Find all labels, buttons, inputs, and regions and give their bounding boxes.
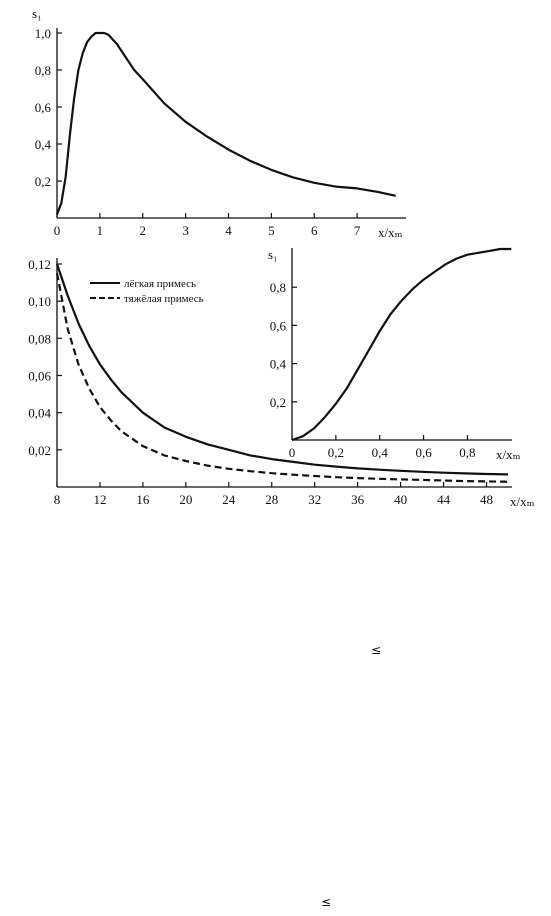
leq-symbol-2: ≤ [321,895,332,909]
bottom-chart-x-tick-label: 12 [93,492,106,507]
top-chart-y-tick-label: 1,0 [35,26,51,41]
bottom-chart-x-tick-label: 8 [54,492,61,507]
legend-label-1: лёгкая примесь [124,278,196,290]
bottom-chart-x-tick-label: 36 [351,492,365,507]
top-chart-y-tick-label: 0,2 [35,174,51,189]
inset-chart-x-axis-label: x/xₘ [496,447,521,462]
bottom-chart-y-tick-label: 0,10 [28,294,51,309]
inset-chart-y-tick-label: 0,6 [270,318,287,333]
bottom-chart-x-tick-label: 44 [437,492,451,507]
top-chart-y-tick-label: 0,8 [35,63,51,78]
top-chart-x-tick-label: 0 [54,223,61,238]
top-chart-x-axis-label: x/xₘ [378,225,403,240]
top-chart-x-tick-label: 2 [140,223,147,238]
bottom-chart-x-tick-label: 16 [136,492,150,507]
bottom-chart-x-tick-label: 48 [480,492,493,507]
leq-symbol-1: ≤ [371,643,382,657]
bottom-chart-x-axis-label: x/xₘ [510,494,535,509]
inset-chart-x-tick-label: 0,2 [328,445,344,460]
bottom-chart-y-tick-label: 0,08 [28,331,51,346]
bottom-chart-series-2-line [55,273,509,483]
top-chart-series-1-line [55,31,396,215]
bottom-chart-x-tick-label: 32 [308,492,321,507]
inset-chart-y-tick-label: 0,8 [270,280,286,295]
top-chart-x-tick-label: 3 [182,223,189,238]
bottom-chart-x-tick-label: 28 [265,492,278,507]
top-chart-x-tick-label: 5 [268,223,275,238]
inset-chart-x-tick-label: 0 [289,445,296,460]
bottom-chart-x-tick-label: 40 [394,492,407,507]
bottom-chart-x-tick-label: 20 [179,492,192,507]
bottom-chart-x-tick-label: 24 [222,492,236,507]
top-chart-x-tick-label: 4 [225,223,232,238]
bottom-chart-y-tick-label: 0,06 [28,369,51,384]
bottom-chart-series-1-line [55,263,509,476]
inset-chart-x-tick-label: 0,6 [415,445,432,460]
inset-chart-y-axis-label: s₁ [268,247,278,262]
bottom-chart-y-tick-label: 0,12 [28,257,51,272]
top-chart-y-tick-label: 0,4 [35,137,52,152]
legend-label-2: тяжёлая примесь [124,293,204,305]
inset-chart-series-1-line [291,247,512,442]
bottom-chart-y-tick-label: 0,04 [28,406,51,421]
bottom-chart-y-tick-label: 0,02 [28,443,51,458]
top-chart-y-axis-label: s₁ [32,6,42,21]
top-chart-y-tick-label: 0,6 [35,100,52,115]
inset-chart-y-tick-label: 0,4 [270,357,287,372]
top-chart-x-tick-label: 1 [97,223,104,238]
inset-chart-x-tick-label: 0,4 [372,445,389,460]
inset-chart-y-tick-label: 0,2 [270,395,286,410]
top-chart-x-tick-label: 7 [354,223,361,238]
inset-chart-x-tick-label: 0,8 [459,445,475,460]
top-chart-x-tick-label: 6 [311,223,318,238]
